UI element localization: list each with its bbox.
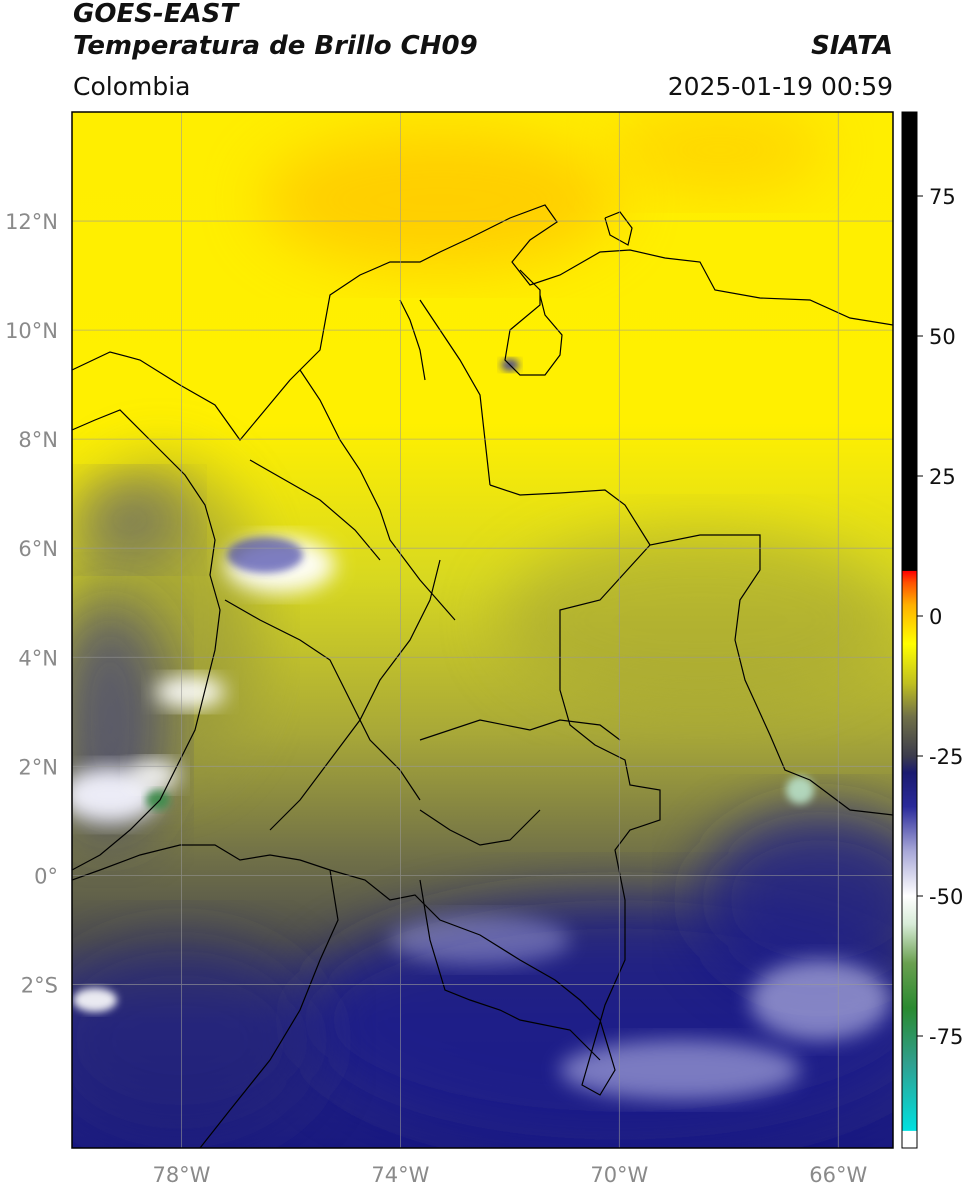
colorbar: 75 50 25 0 -25 -50 -75: [901, 111, 963, 1149]
colorbar-tick-label: 0: [929, 605, 942, 629]
satellite-label: GOES-EAST: [73, 0, 239, 29]
lon-tick-label: 78°W: [152, 1163, 210, 1187]
map-frame: [71, 111, 894, 1149]
brightness-temperature-map: [72, 112, 893, 1148]
lat-tick-label: 4°N: [18, 646, 58, 670]
lat-tick-label: 12°N: [5, 210, 58, 234]
lat-tick-label: 8°N: [18, 428, 58, 452]
lon-tick-label: 66°W: [809, 1163, 867, 1187]
lon-tick-label: 74°W: [371, 1163, 429, 1187]
lat-tick-label: 0°: [34, 864, 58, 888]
lat-tick-label: 6°N: [18, 537, 58, 561]
colorbar-tick-label: 25: [929, 465, 956, 489]
lat-tick-label: 2°N: [18, 755, 58, 779]
colorbar-ticks: 75 50 25 0 -25 -50 -75: [917, 185, 963, 1049]
colorbar-tick-label: 50: [929, 325, 956, 349]
product-title: Temperatura de Brillo CH09: [73, 31, 478, 61]
lat-tick-label: 2°S: [21, 973, 58, 997]
colorbar-tick-label: -75: [929, 1025, 963, 1049]
graticule: [72, 112, 893, 1148]
latitude-labels: 12°N 10°N 8°N 6°N 4°N 2°N 0° 2°S: [5, 210, 58, 997]
datetime-label: 2025-01-19 00:59: [667, 72, 893, 101]
lon-tick-label: 70°W: [590, 1163, 648, 1187]
boundaries: [72, 204, 893, 1148]
colorbar-tick-label: -50: [929, 885, 963, 909]
longitude-labels: 78°W 74°W 70°W 66°W: [152, 1163, 867, 1187]
colorbar-tick-label: -25: [929, 745, 963, 769]
colorbar-tick-label: 75: [929, 185, 956, 209]
region-label: Colombia: [73, 72, 191, 101]
lat-tick-label: 10°N: [5, 319, 58, 343]
agency-label: SIATA: [811, 31, 893, 61]
